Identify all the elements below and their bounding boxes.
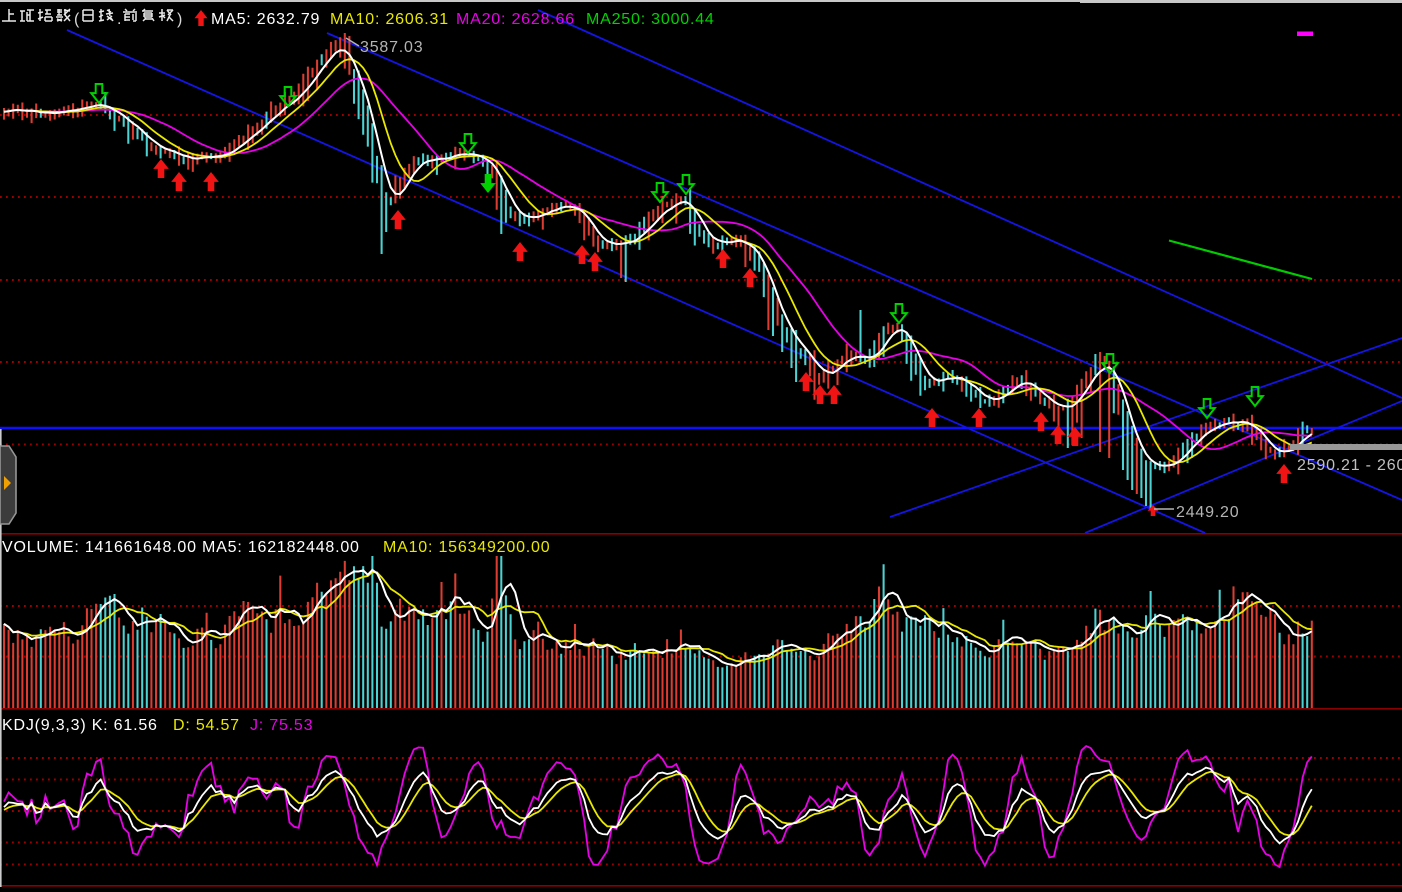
svg-text:MA10: 2606.31: MA10: 2606.31 (330, 11, 449, 28)
svg-text:2449.20: 2449.20 (1176, 504, 1239, 521)
svg-text:MA20: 2628.66: MA20: 2628.66 (456, 11, 575, 28)
svg-text:MA250: 3000.44: MA250: 3000.44 (586, 11, 715, 28)
svg-text:KDJ(9,3,3) K: 61.56: KDJ(9,3,3) K: 61.56 (2, 717, 158, 734)
svg-text:2590.21 - 260: 2590.21 - 260 (1297, 457, 1402, 474)
svg-text:D: 54.57: D: 54.57 (173, 717, 240, 734)
svg-text:.: . (117, 11, 122, 28)
svg-text:3587.03: 3587.03 (360, 39, 423, 56)
svg-text:(: ( (74, 11, 80, 28)
svg-text:): ) (177, 11, 183, 28)
svg-text:J: 75.53: J: 75.53 (250, 717, 313, 734)
svg-text:MA10: 156349200.00: MA10: 156349200.00 (383, 539, 550, 556)
svg-text:MA5: 2632.79: MA5: 2632.79 (211, 11, 320, 28)
svg-text:VOLUME: 141661648.00 MA5: 162: VOLUME: 141661648.00 MA5: 162182448.00 (2, 539, 360, 556)
